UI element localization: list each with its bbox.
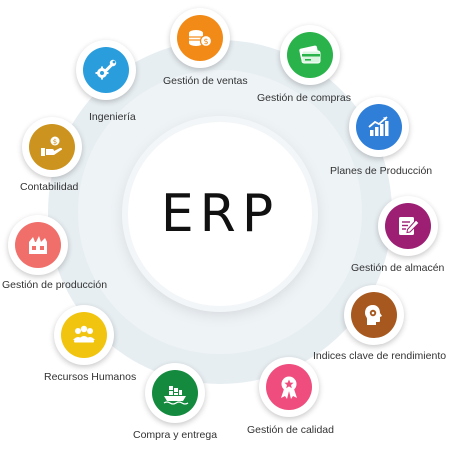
module-label: Ingeniería	[89, 111, 136, 123]
wrench-gear-icon	[95, 59, 117, 80]
module-label: Gestión de producción	[2, 279, 108, 291]
cargo-ship-icon	[163, 386, 189, 405]
module-label: Gestión de calidad	[247, 424, 334, 436]
module-label: Gestión de compras	[257, 92, 351, 104]
money-hand-icon: $	[41, 136, 62, 156]
head-gear-icon	[365, 305, 382, 325]
svg-text:$: $	[53, 138, 57, 146]
people-group-icon	[73, 325, 95, 343]
credit-card-icon	[299, 45, 321, 64]
coins-icon: $	[189, 30, 213, 48]
module-label: Planes de Producción	[330, 165, 433, 177]
module-label: Recursos Humanos	[44, 371, 137, 383]
module-label: Contabilidad	[20, 181, 79, 193]
module-label: Gestión de ventas	[163, 75, 248, 87]
quality-ribbon-icon	[281, 376, 297, 399]
module-label: Indices clave de rendimiento	[313, 350, 447, 362]
module-label: Gestión de almacén	[351, 262, 445, 274]
edit-document-icon	[399, 217, 420, 235]
factory-box-icon	[29, 236, 47, 254]
svg-text:$: $	[203, 37, 208, 46]
center-hub: ERP	[128, 122, 312, 306]
growth-chart-icon	[368, 116, 389, 136]
center-title: ERP	[160, 184, 280, 244]
module-label: Compra y entrega	[133, 429, 218, 441]
